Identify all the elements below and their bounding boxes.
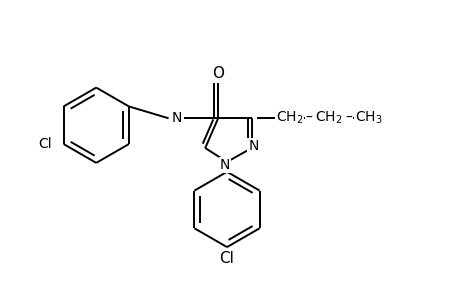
Text: N: N (248, 139, 258, 153)
Text: Cl: Cl (38, 137, 52, 151)
Text: N: N (171, 111, 181, 125)
Text: O: O (212, 66, 224, 81)
Text: N: N (219, 158, 230, 172)
Text: –: – (345, 111, 352, 125)
Text: –: – (305, 111, 312, 125)
Text: CH$_3$: CH$_3$ (354, 110, 382, 127)
Text: CH$_2$: CH$_2$ (275, 110, 302, 127)
Text: CH$_2$: CH$_2$ (315, 110, 342, 127)
Text: Cl: Cl (219, 251, 234, 266)
